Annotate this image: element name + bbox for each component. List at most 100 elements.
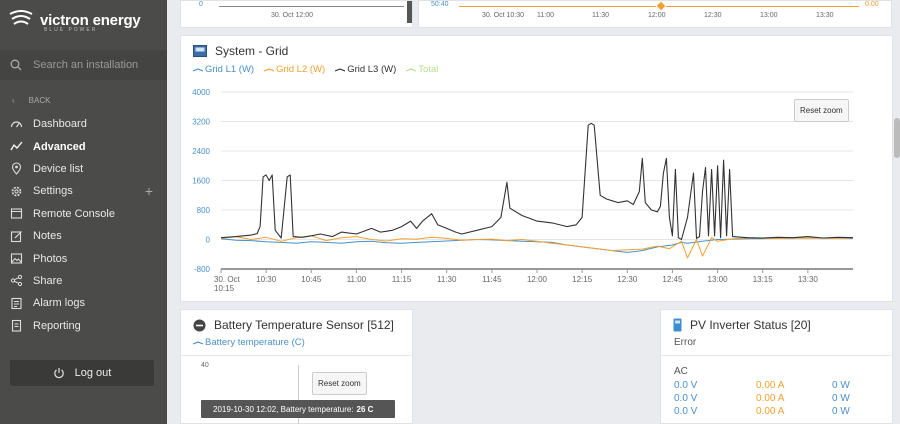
x-tick-label: 30. Oct 10:30 [482,12,525,19]
advanced-icon [9,140,23,154]
sidebar-item-label: Share [33,274,63,287]
chart-crosshair [298,365,299,424]
series-line-icon [406,67,417,72]
logout-label: Log out [74,367,112,379]
y-tick-label: -800 [194,265,211,274]
x-tick-label: 13:30 [798,275,819,284]
sidebar-item-device-list[interactable]: Device list [0,158,167,180]
divider [181,355,412,356]
y-tick-label: 3200 [192,118,210,127]
panel-title-text: System - Grid [215,44,289,58]
sidebar-item-settings[interactable]: Settings + [0,180,167,202]
chevron-left-icon: ‹ [12,96,15,105]
chart-legend: Grid L1 (W) Grid L2 (W) Grid L3 (W) Tota… [193,64,438,75]
sidebar: victron energy BLUE POWER ‹ BACK Dashboa… [0,0,167,424]
system-grid-panel: System - Grid Grid L1 (W) Grid L2 (W) Gr… [180,35,893,302]
y-tick-label: 800 [197,206,211,215]
reset-zoom-button[interactable]: Reset zoom [312,372,367,395]
sidebar-item-reporting[interactable]: Reporting [0,315,167,337]
tooltip-text: 2019-10-30 12:02, Battery temperature: [213,404,354,414]
map-pin-icon [9,162,23,176]
share-icon [9,274,23,288]
sidebar-item-dashboard[interactable]: Dashboard [0,113,167,135]
x-tick-label: 13:00 [708,275,729,284]
right-axis-value: 0.00 [865,1,879,8]
series-line-grid-l2-w [220,235,854,259]
y-tick-label: 50:40 [431,1,449,8]
y-tick-label: 4000 [192,88,210,97]
settings-expand-button[interactable]: + [144,183,153,200]
series-line-icon [264,67,275,72]
y-tick-label: 40 [201,362,209,369]
victron-logo-icon [9,10,33,25]
sidebar-item-alarm-logs[interactable]: Alarm logs [0,292,167,314]
tooltip-value: 26 C [356,404,374,414]
notes-icon [9,229,23,243]
x-tick-label: 12:45 [662,275,683,284]
x-tick-label: 12:30 [704,12,722,19]
legend-item-grid-l1[interactable]: Grid L1 (W) [193,64,254,75]
legend-item-grid-l3[interactable]: Grid L3 (W) [335,64,396,75]
status-text: Error [674,337,697,348]
chart-marker [655,0,667,12]
y-tick-label: 1600 [192,177,210,186]
pv-inverter-icon [673,318,682,332]
page-scrollbar-thumb[interactable] [894,118,900,158]
legend-label: Grid L2 (W) [276,64,326,75]
ac-power-l1: 0 W [832,380,850,391]
series-line-icon [193,67,203,72]
ac-voltage-l1: 0.0 V [674,380,698,391]
sidebar-item-label: Photos [33,252,68,265]
sidebar-item-label: Settings [33,185,73,198]
brand-tagline: BLUE POWER [44,27,98,33]
series-line-icon [335,67,346,72]
sidebar-item-label: Remote Console [33,207,115,220]
photos-icon [9,252,23,266]
x-tick-label: 11:30 [437,275,457,284]
x-tick-label: 11:15 [392,275,412,284]
sidebar-item-label: Alarm logs [33,297,85,310]
reset-zoom-button[interactable]: Reset zoom [794,99,849,122]
chart-tooltip: 2019-10-30 12:02, Battery temperature: 2… [201,400,395,418]
back-link[interactable]: ‹ BACK [12,96,50,105]
logout-button[interactable]: Log out [10,360,154,386]
x-tick-label: 11:00 [537,12,554,19]
chart-legend: Battery temperature (C) [193,337,305,348]
series-line-grid-l3-w [220,122,854,241]
sidebar-item-advanced[interactable]: Advanced [0,135,167,157]
ac-voltage-l2: 0.0 V [674,393,698,404]
top-left-chart-panel: 0 30. Oct 12:00 [180,0,413,28]
section-label: AC [674,366,688,377]
brand-logo[interactable]: victron energy [8,10,141,30]
sidebar-item-notes[interactable]: Notes [0,225,167,247]
sidebar-item-remote-console[interactable]: Remote Console [0,203,167,225]
legend-item-grid-l2[interactable]: Grid L2 (W) [264,64,325,75]
search-input[interactable] [33,59,153,71]
top-right-chart-panel: 50:40 30. Oct 10:30 11:00 11:30 12:00 12… [418,0,892,28]
y-tick-label: 0 [206,236,211,245]
series-line-grid-l1-w [220,237,854,253]
legend-item-total[interactable]: Total [406,64,438,75]
reporting-icon [9,319,23,333]
ac-current-l1: 0.00 A [756,380,785,391]
sidebar-item-photos[interactable]: Photos [0,247,167,269]
legend-label: Total [418,64,439,75]
gear-icon [9,184,23,198]
panel-title: PV Inverter Status [20] [673,318,811,332]
x-tick-label: 10:45 [301,275,322,284]
sidebar-nav: Dashboard Advanced Device list Settings … [0,113,167,337]
x-tick-label: 13:30 [816,12,834,19]
panel-title: Battery Temperature Sensor [512] [193,318,394,332]
chart-axis [219,6,404,7]
sidebar-item-share[interactable]: Share [0,270,167,292]
divider [661,355,892,356]
ac-current-l2: 0.00 A [756,393,785,404]
x-tick-label: 11:00 [347,275,367,284]
legend-item-battery-temperature[interactable]: Battery temperature (C) [193,337,305,348]
search-bar [0,50,167,80]
x-tick-label: 12:15 [572,275,593,284]
x-tick-label: 13:00 [760,12,778,19]
ac-current-l3: 0.00 A [756,406,785,417]
sidebar-item-label: Notes [33,230,62,243]
